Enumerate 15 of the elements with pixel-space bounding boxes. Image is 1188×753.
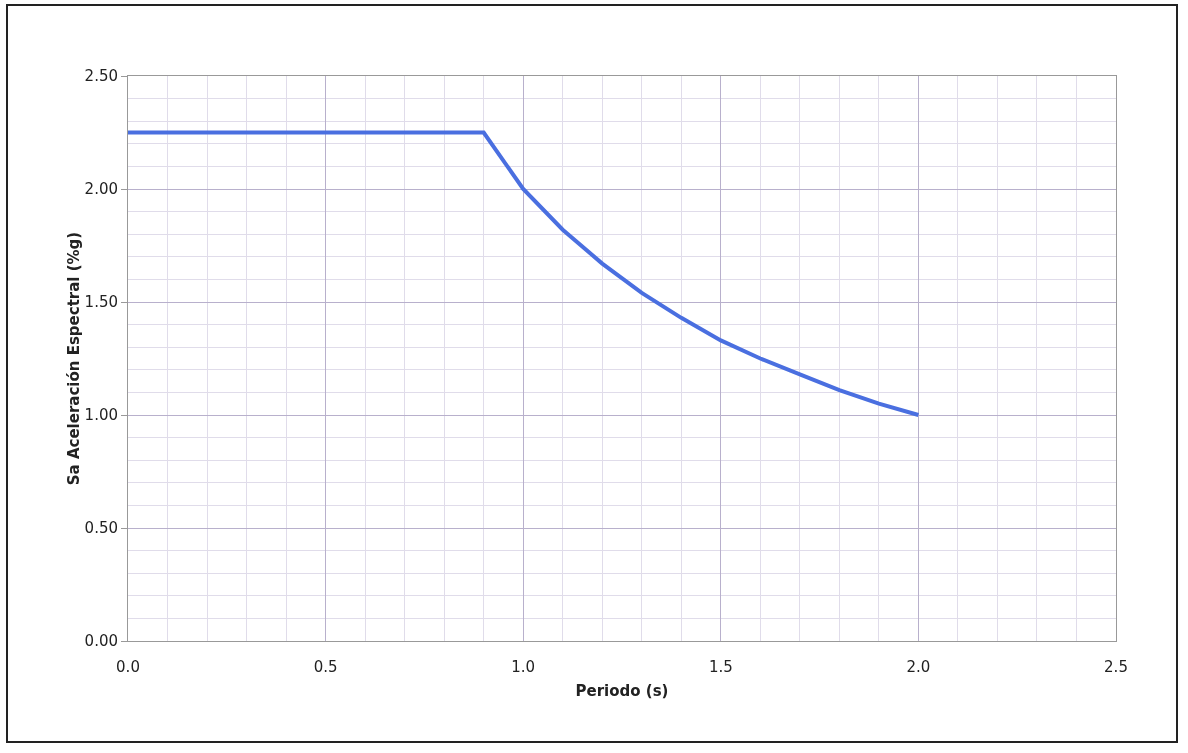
x-tick-label: 2.5	[1104, 658, 1128, 676]
y-tick-label: 2.50	[84, 67, 118, 86]
y-tick-label: 0.00	[84, 632, 118, 651]
line-series	[128, 130, 921, 417]
y-tick-label: 0.50	[84, 519, 118, 538]
x-tick-label: 0.5	[313, 658, 338, 676]
y-tick-label: 2.00	[84, 180, 118, 199]
x-tick-label: 1.0	[511, 658, 536, 676]
x-tick-label: 2.0	[906, 658, 931, 676]
x-tick-label: 1.5	[708, 658, 733, 676]
x-axis-title: Periodo (s)	[575, 682, 669, 700]
x-tick-label: 0.0	[116, 658, 140, 676]
y-tick-label: 1.00	[84, 406, 118, 425]
y-axis-title: Sa Aceleración Espectral (%g)	[64, 231, 83, 486]
y-tick-label: 1.50	[84, 293, 118, 312]
